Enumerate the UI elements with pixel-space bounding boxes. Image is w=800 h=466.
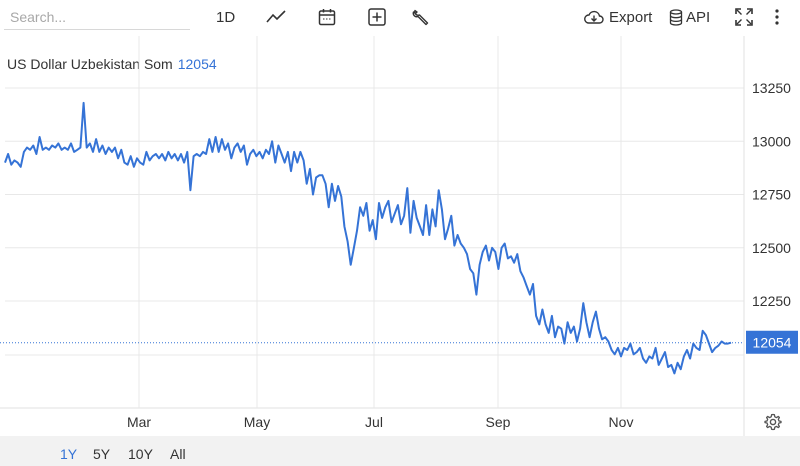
x-tick-label: Jul: [365, 414, 383, 430]
chart-last-value: 12054: [177, 56, 217, 72]
chart-title: US Dollar Uzbekistan Som 12054: [7, 56, 217, 72]
api-button[interactable]: API: [669, 5, 710, 29]
calendar-icon[interactable]: [318, 5, 336, 29]
y-tick-label: 12250: [752, 293, 791, 309]
x-tick-label: Nov: [609, 414, 634, 430]
last-value-badge: [746, 330, 798, 354]
more-options-icon[interactable]: [774, 5, 780, 29]
line-chart-icon[interactable]: [266, 5, 286, 29]
x-tick-label: Sep: [486, 414, 511, 430]
y-tick-label: 13000: [752, 133, 791, 149]
api-label: API: [686, 8, 711, 26]
fullscreen-icon[interactable]: [735, 5, 753, 29]
x-tick-label: Mar: [127, 414, 151, 430]
add-indicator-icon[interactable]: [368, 5, 386, 29]
y-tick-label: 13250: [752, 80, 791, 96]
search-input[interactable]: [4, 4, 190, 30]
y-tick-label: 12750: [752, 187, 791, 203]
last-value-label: 12054: [753, 335, 792, 351]
export-button[interactable]: Export: [583, 5, 652, 29]
chart-grid: [0, 36, 800, 436]
y-tick-label: 12500: [752, 240, 791, 256]
series-line: [4, 101, 732, 375]
wrench-icon[interactable]: [412, 5, 430, 29]
toolbar: 1D Export API: [0, 0, 800, 36]
export-label: Export: [609, 8, 653, 26]
range-button-5y[interactable]: 5Y: [93, 446, 111, 462]
range-button-all[interactable]: All: [170, 446, 186, 462]
interval-button[interactable]: 1D: [216, 8, 236, 26]
range-button-1y[interactable]: 1Y: [60, 446, 78, 462]
range-selector: 1Y 5Y 10Y All: [0, 436, 800, 466]
settings-gear-icon[interactable]: [764, 413, 782, 431]
database-icon: [669, 8, 683, 26]
y-axis: 13250 13000 12750 12500 12250: [752, 80, 791, 309]
x-tick-label: May: [244, 414, 270, 430]
cloud-download-icon: [584, 10, 604, 24]
x-axis: Mar May Jul Sep Nov: [127, 414, 634, 430]
range-button-10y[interactable]: 10Y: [128, 446, 153, 462]
chart-series: [4, 101, 732, 375]
price-chart[interactable]: 13250 13000 12750 12500 12250 Mar May Jul Sep No…: [0, 0, 800, 436]
chart-title-text: US Dollar Uzbekistan Som: [7, 56, 173, 72]
last-value-marker: 12054: [0, 330, 798, 354]
